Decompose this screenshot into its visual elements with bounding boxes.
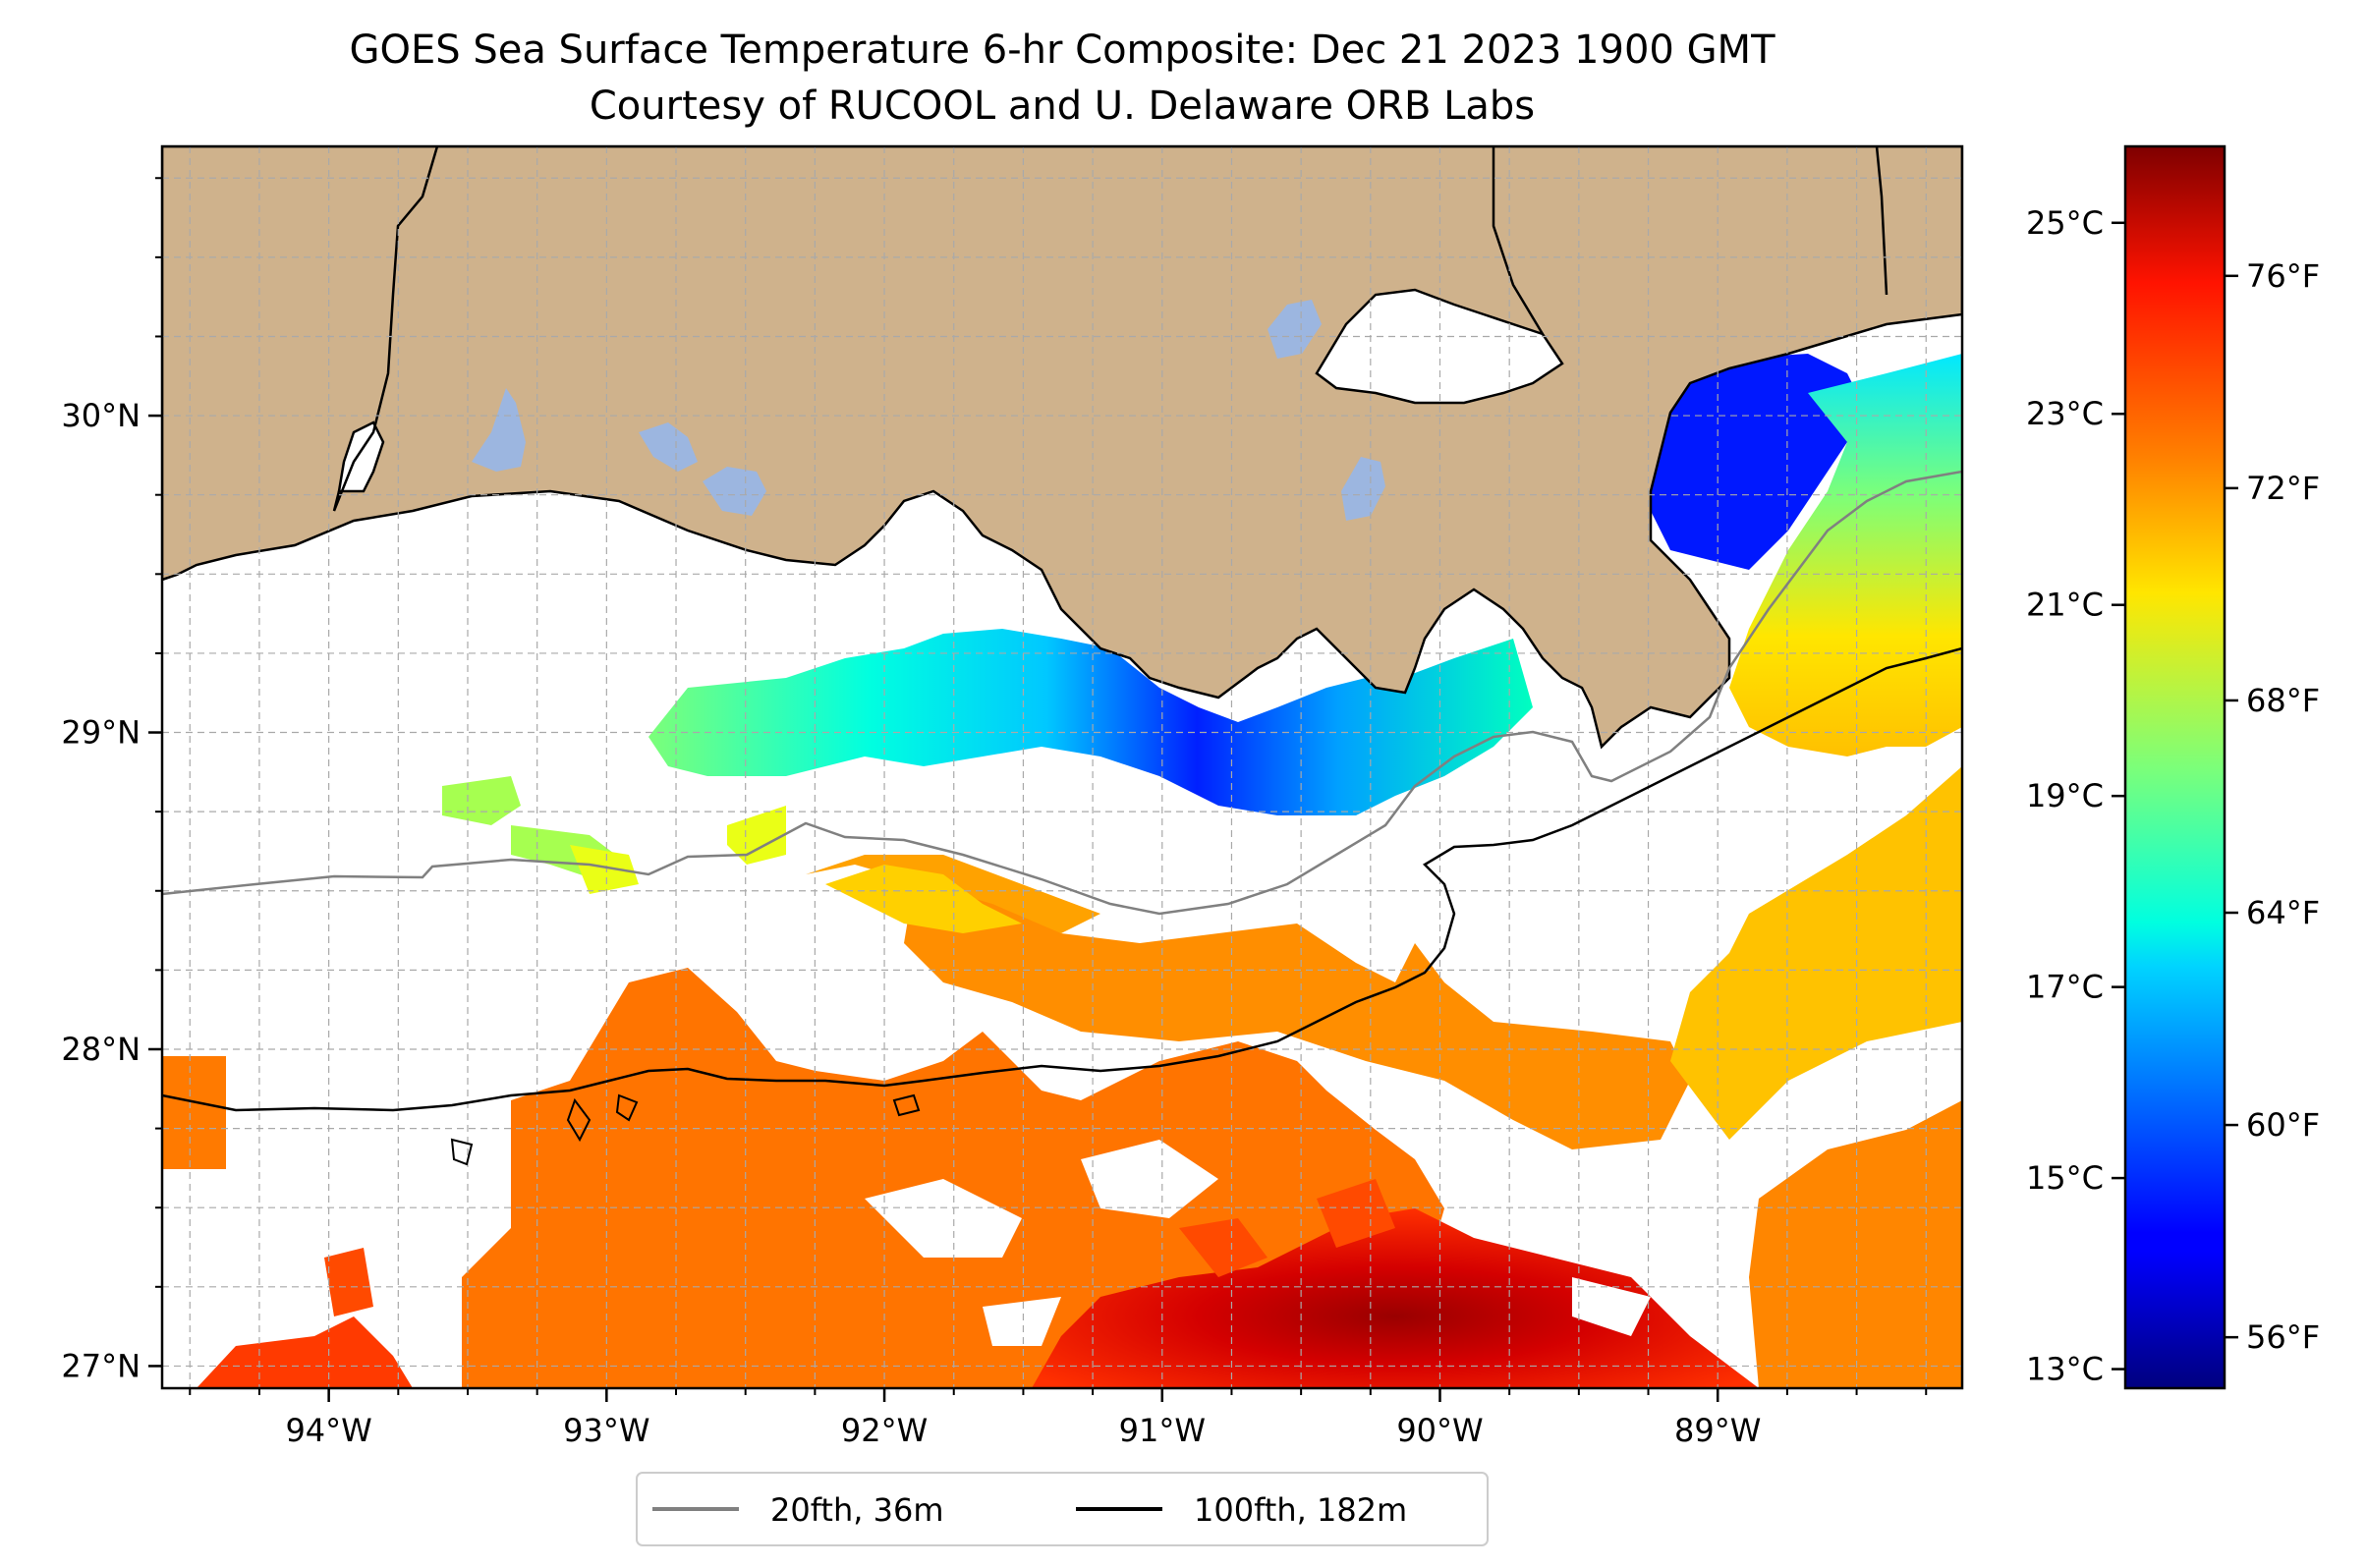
colorbar-gradient — [2123, 144, 2226, 1390]
isobath-100fth — [162, 646, 1962, 1112]
map-gridlines — [162, 146, 1962, 1388]
longitude-axis: 94°W 93°W 92°W 91°W 90°W 89°W — [189, 1388, 1928, 1449]
fahrenheit-tick-label: 64°F — [2246, 894, 2320, 931]
sst-patch-red-south — [1032, 1208, 1759, 1388]
fahrenheit-tick-label: 56°F — [2246, 1318, 2320, 1356]
lon-tick-label: 91°W — [1119, 1412, 1206, 1449]
sst-patch-cold-northeast — [1651, 354, 1867, 570]
inland-lake — [1268, 300, 1322, 359]
colorbar-celsius-axis: 13°C 15°C 17°C 19°C 21°C 23°C 25°C — [2026, 204, 2125, 1388]
colorbar: 13°C 15°C 17°C 19°C 21°C 23°C 25°C 56°F 60°F 64°… — [2026, 144, 2320, 1390]
celsius-tick-label: 19°C — [2026, 777, 2104, 814]
lon-tick-label: 92°W — [841, 1412, 928, 1449]
fahrenheit-tick-label: 76°F — [2246, 257, 2320, 295]
sst-patch-orange-east — [1749, 1100, 1962, 1388]
sst-patch-yellow-east — [1670, 766, 1962, 1140]
colorbar-fahrenheit-axis: 56°F 60°F 64°F 68°F 72°F 76°F — [2225, 257, 2320, 1356]
fahrenheit-tick-label: 72°F — [2246, 470, 2320, 507]
map-area — [162, 146, 1962, 1388]
lat-tick-label: 27°N — [61, 1347, 141, 1384]
celsius-tick-label: 15°C — [2026, 1159, 2104, 1197]
fahrenheit-tick-label: 68°F — [2246, 682, 2320, 719]
map-frame — [160, 144, 1964, 1390]
lat-tick-label: 29°N — [61, 714, 141, 752]
isobath-20fth — [162, 470, 1962, 916]
sst-patch-yellow-west — [570, 806, 786, 894]
map-title-line2: Courtesy of RUCOOL and U. Delaware ORB L… — [590, 84, 1535, 129]
celsius-tick-label: 13°C — [2026, 1351, 2104, 1388]
sst-patch-nearshore-band — [648, 629, 1533, 815]
legend-label-20fth: 20fth, 36m — [770, 1491, 943, 1529]
map-title-line1: GOES Sea Surface Temperature 6-hr Compos… — [349, 28, 1775, 73]
inland-lake — [639, 422, 698, 472]
celsius-tick-label: 21°C — [2026, 587, 2104, 624]
inland-lake — [703, 467, 766, 516]
lake-pontchartrain — [1315, 288, 1564, 405]
sst-patch-orange-center — [904, 884, 1690, 1149]
celsius-tick-label: 17°C — [2026, 969, 2104, 1006]
lon-tick-label: 89°W — [1674, 1412, 1761, 1449]
isobath-100fth-islands — [450, 1093, 921, 1166]
isobath-legend: 20fth, 36m 100fth, 182m — [636, 1472, 1489, 1546]
lon-tick-label: 90°W — [1396, 1412, 1483, 1449]
sst-patch-yellow-center — [825, 865, 1022, 933]
lon-tick-label: 93°W — [563, 1412, 649, 1449]
sst-patch-red-southwest — [197, 1316, 413, 1388]
legend-box — [636, 1472, 1489, 1546]
celsius-tick-label: 25°C — [2026, 204, 2104, 242]
sst-patch-orange-southwest — [162, 1056, 226, 1169]
sst-patch-orange-north — [806, 855, 1100, 933]
lat-tick-label: 28°N — [61, 1031, 141, 1068]
legend-label-100fth: 100fth, 182m — [1194, 1491, 1407, 1529]
inland-lake — [472, 388, 526, 472]
latitude-axis: 30°N 29°N 28°N 27°N — [61, 177, 162, 1384]
celsius-tick-label: 23°C — [2026, 395, 2104, 432]
lat-tick-label: 30°N — [61, 397, 141, 434]
land-mass — [162, 146, 1962, 750]
lon-tick-label: 94°W — [285, 1412, 371, 1449]
fahrenheit-tick-label: 60°F — [2246, 1106, 2320, 1144]
inland-lake — [1341, 457, 1385, 521]
